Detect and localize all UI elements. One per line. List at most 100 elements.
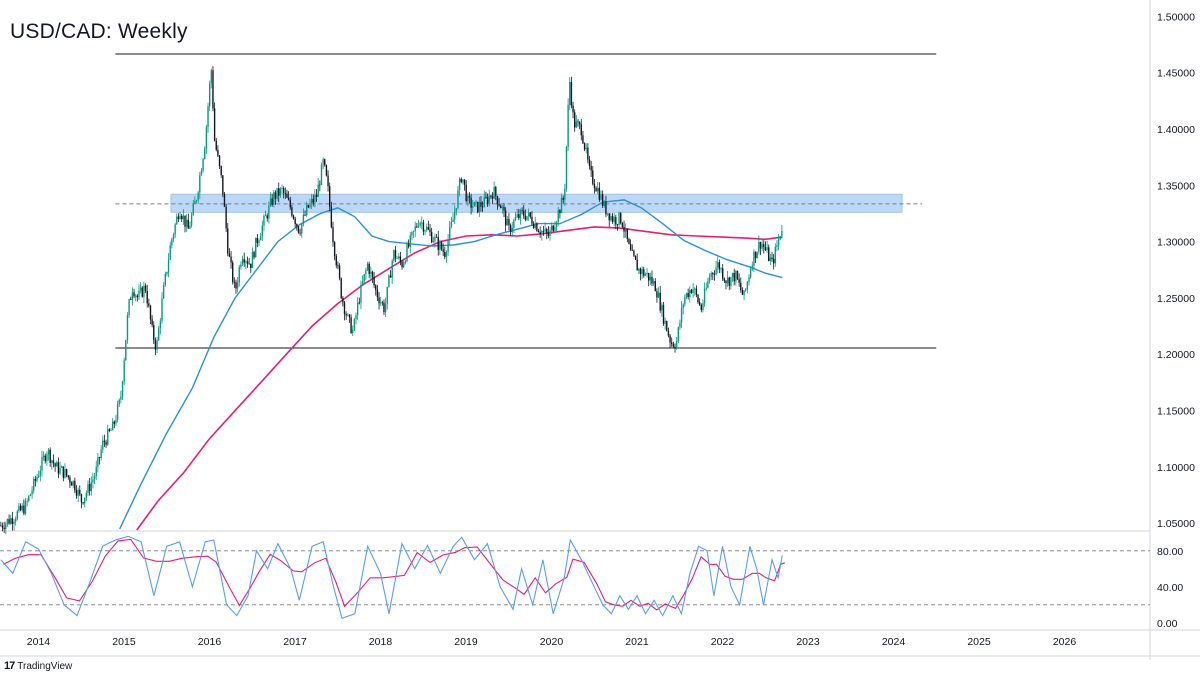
- candle-body: [299, 232, 301, 234]
- candle-body: [417, 225, 420, 227]
- candle-body: [717, 262, 719, 268]
- candle-body: [430, 231, 433, 243]
- candle-body: [29, 494, 32, 496]
- candle-body: [519, 209, 522, 219]
- stochastic-tick-label: 80.00: [1157, 546, 1183, 558]
- stochastic-axis: 80.00 40.00 0.00: [1157, 546, 1183, 630]
- candle-body: [723, 278, 726, 281]
- candle-body: [703, 288, 706, 304]
- time-tick-label: 2022: [711, 636, 735, 648]
- candle-body: [646, 272, 648, 275]
- candle-body: [151, 319, 153, 326]
- candle-body: [675, 341, 678, 349]
- candle-body: [498, 204, 500, 206]
- candle-body: [23, 505, 25, 514]
- candle-body: [624, 228, 627, 232]
- candle-body: [6, 519, 9, 524]
- candle-body: [108, 429, 111, 431]
- candle-body: [439, 242, 441, 250]
- candle-body: [134, 295, 137, 297]
- candle-body: [731, 272, 734, 278]
- candle-body: [721, 268, 724, 279]
- candle-body: [412, 230, 415, 232]
- candle-body: [537, 231, 540, 233]
- candle-body: [504, 210, 507, 226]
- moving-averages: [119, 199, 783, 531]
- candle-body: [125, 339, 127, 361]
- candle-body: [470, 197, 472, 208]
- candle-body: [121, 381, 124, 397]
- candle-body: [435, 236, 438, 238]
- candle-body: [616, 224, 619, 226]
- candle-body: [182, 215, 185, 220]
- candle-body: [718, 262, 721, 270]
- candle-body: [463, 179, 466, 185]
- candle-body: [39, 470, 42, 476]
- candle-body: [667, 331, 670, 336]
- candle-body: [526, 216, 528, 220]
- candle-body: [664, 320, 666, 324]
- candle-body: [103, 440, 106, 443]
- candle-body: [171, 238, 173, 246]
- candle-body: [149, 305, 152, 320]
- supply-zone[interactable]: [170, 193, 903, 213]
- candle-body: [46, 454, 48, 462]
- candle-body: [282, 188, 285, 194]
- candle-body: [139, 287, 142, 291]
- candle-body: [261, 225, 263, 237]
- candle-body: [707, 281, 709, 288]
- candle-body: [93, 476, 96, 480]
- candle-body: [14, 519, 17, 522]
- candle-body: [133, 292, 135, 297]
- candle-body: [307, 205, 310, 208]
- candle-body: [738, 279, 740, 283]
- candle-body: [384, 303, 387, 313]
- candle-body: [337, 265, 339, 267]
- candle-body: [245, 261, 247, 263]
- candle-body: [618, 212, 620, 225]
- candle-body: [592, 170, 594, 184]
- candle-body: [740, 282, 742, 290]
- pane-frame: [0, 0, 1200, 660]
- price-axis[interactable]: 1.50000 1.45000 1.40000 1.35000 1.30000 1.250…: [1157, 11, 1195, 530]
- price-tick-label: 1.15000: [1157, 406, 1195, 418]
- candle-body: [33, 478, 35, 491]
- candle-body: [575, 121, 578, 128]
- candle-body: [555, 222, 558, 228]
- candle-body: [279, 188, 282, 196]
- candle-body: [82, 502, 84, 504]
- candle-body: [424, 230, 426, 232]
- candle-body: [478, 202, 481, 213]
- candle-body: [465, 184, 467, 202]
- candle-body: [585, 147, 587, 150]
- candle-body: [16, 511, 18, 520]
- candle-body: [69, 477, 71, 483]
- candle-body: [136, 295, 139, 298]
- tradingview-brand[interactable]: 17 TradingView: [4, 660, 72, 672]
- horizontal-levels[interactable]: [115, 53, 937, 349]
- time-tick-label: 2021: [625, 636, 649, 648]
- tradingview-logo-icon: 17: [4, 660, 15, 672]
- candle-body: [195, 200, 198, 202]
- candle-body: [164, 274, 166, 286]
- candle-body: [199, 175, 201, 193]
- candle-body: [644, 274, 647, 276]
- candle-body: [320, 164, 323, 185]
- candle-body: [534, 223, 536, 228]
- candle-body: [427, 227, 430, 230]
- candle-body: [621, 223, 624, 227]
- time-axis[interactable]: 2014 2015 2016 2017 2018 2019 2020 2021 2022 2023…: [27, 636, 1077, 648]
- time-tick-label: 2026: [1053, 636, 1077, 648]
- candle-body: [269, 198, 272, 206]
- candle-body: [514, 216, 517, 221]
- candle-body: [521, 209, 523, 211]
- candle-body: [532, 223, 535, 228]
- candle-body: [131, 292, 134, 300]
- candle-body: [174, 224, 176, 235]
- candle-body: [468, 195, 471, 198]
- brand-name: TradingView: [17, 660, 73, 672]
- candle-body: [720, 268, 722, 270]
- price-tick-label: 1.20000: [1157, 349, 1195, 361]
- candle-body: [491, 196, 494, 199]
